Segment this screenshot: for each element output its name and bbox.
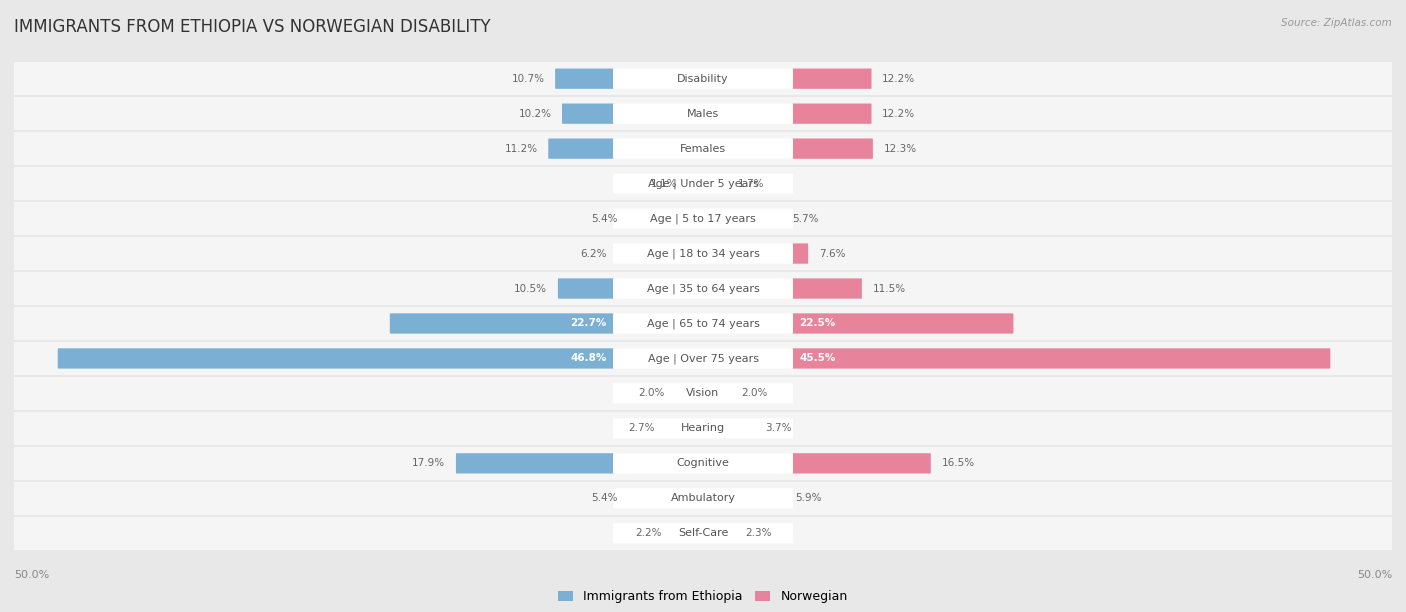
- Text: 2.2%: 2.2%: [636, 528, 662, 539]
- Text: Females: Females: [681, 144, 725, 154]
- FancyBboxPatch shape: [14, 307, 1392, 340]
- FancyBboxPatch shape: [14, 167, 1392, 200]
- Text: Age | 35 to 64 years: Age | 35 to 64 years: [647, 283, 759, 294]
- Text: 50.0%: 50.0%: [14, 570, 49, 580]
- Text: Vision: Vision: [686, 389, 720, 398]
- FancyBboxPatch shape: [14, 62, 1392, 95]
- Text: Ambulatory: Ambulatory: [671, 493, 735, 503]
- Text: 5.4%: 5.4%: [591, 214, 617, 223]
- Text: Age | Under 5 years: Age | Under 5 years: [648, 178, 758, 189]
- Text: 45.5%: 45.5%: [800, 354, 835, 364]
- FancyBboxPatch shape: [14, 376, 1392, 410]
- FancyBboxPatch shape: [613, 523, 793, 543]
- FancyBboxPatch shape: [613, 138, 793, 159]
- FancyBboxPatch shape: [613, 453, 793, 474]
- Text: 2.3%: 2.3%: [745, 528, 772, 539]
- Text: 5.9%: 5.9%: [796, 493, 823, 503]
- Text: 6.2%: 6.2%: [581, 248, 606, 258]
- FancyBboxPatch shape: [14, 237, 1392, 271]
- FancyBboxPatch shape: [14, 272, 1392, 305]
- FancyBboxPatch shape: [58, 348, 614, 368]
- Text: 2.0%: 2.0%: [638, 389, 665, 398]
- Text: 7.6%: 7.6%: [818, 248, 845, 258]
- Text: IMMIGRANTS FROM ETHIOPIA VS NORWEGIAN DISABILITY: IMMIGRANTS FROM ETHIOPIA VS NORWEGIAN DI…: [14, 18, 491, 36]
- FancyBboxPatch shape: [14, 482, 1392, 515]
- Text: 50.0%: 50.0%: [1357, 570, 1392, 580]
- FancyBboxPatch shape: [14, 132, 1392, 165]
- FancyBboxPatch shape: [792, 103, 872, 124]
- FancyBboxPatch shape: [14, 447, 1392, 480]
- Text: 10.2%: 10.2%: [519, 109, 551, 119]
- FancyBboxPatch shape: [14, 341, 1392, 375]
- Text: 5.4%: 5.4%: [591, 493, 617, 503]
- FancyBboxPatch shape: [613, 103, 793, 124]
- Text: 2.7%: 2.7%: [628, 424, 655, 433]
- Text: 12.2%: 12.2%: [882, 109, 915, 119]
- Text: 12.2%: 12.2%: [882, 73, 915, 84]
- FancyBboxPatch shape: [548, 138, 614, 159]
- FancyBboxPatch shape: [14, 202, 1392, 236]
- Text: 11.5%: 11.5%: [873, 283, 905, 294]
- FancyBboxPatch shape: [555, 69, 614, 89]
- Text: 22.5%: 22.5%: [800, 318, 835, 329]
- Legend: Immigrants from Ethiopia, Norwegian: Immigrants from Ethiopia, Norwegian: [558, 591, 848, 603]
- Text: 2.0%: 2.0%: [741, 389, 768, 398]
- Text: Males: Males: [688, 109, 718, 119]
- Text: 10.5%: 10.5%: [515, 283, 547, 294]
- FancyBboxPatch shape: [389, 313, 614, 334]
- Text: Source: ZipAtlas.com: Source: ZipAtlas.com: [1281, 18, 1392, 28]
- Text: Age | 65 to 74 years: Age | 65 to 74 years: [647, 318, 759, 329]
- FancyBboxPatch shape: [14, 412, 1392, 445]
- FancyBboxPatch shape: [792, 313, 1014, 334]
- FancyBboxPatch shape: [613, 418, 793, 439]
- FancyBboxPatch shape: [792, 278, 862, 299]
- FancyBboxPatch shape: [792, 244, 808, 264]
- FancyBboxPatch shape: [613, 488, 793, 509]
- FancyBboxPatch shape: [613, 313, 793, 334]
- Text: Cognitive: Cognitive: [676, 458, 730, 468]
- FancyBboxPatch shape: [792, 69, 872, 89]
- Text: 12.3%: 12.3%: [883, 144, 917, 154]
- Text: Age | 5 to 17 years: Age | 5 to 17 years: [650, 214, 756, 224]
- FancyBboxPatch shape: [613, 348, 793, 368]
- Text: 10.7%: 10.7%: [512, 73, 544, 84]
- FancyBboxPatch shape: [613, 69, 793, 89]
- Text: 22.7%: 22.7%: [571, 318, 606, 329]
- FancyBboxPatch shape: [613, 209, 793, 229]
- Text: Hearing: Hearing: [681, 424, 725, 433]
- FancyBboxPatch shape: [613, 244, 793, 264]
- FancyBboxPatch shape: [14, 517, 1392, 550]
- Text: 11.2%: 11.2%: [505, 144, 537, 154]
- Text: 17.9%: 17.9%: [412, 458, 446, 468]
- Text: Age | 18 to 34 years: Age | 18 to 34 years: [647, 248, 759, 259]
- Text: 5.7%: 5.7%: [793, 214, 820, 223]
- FancyBboxPatch shape: [562, 103, 614, 124]
- Text: Disability: Disability: [678, 73, 728, 84]
- Text: 3.7%: 3.7%: [765, 424, 792, 433]
- Text: 1.7%: 1.7%: [738, 179, 763, 188]
- Text: Self-Care: Self-Care: [678, 528, 728, 539]
- Text: 16.5%: 16.5%: [942, 458, 974, 468]
- Text: 46.8%: 46.8%: [571, 354, 606, 364]
- FancyBboxPatch shape: [558, 278, 614, 299]
- FancyBboxPatch shape: [792, 453, 931, 474]
- Text: Age | Over 75 years: Age | Over 75 years: [648, 353, 758, 364]
- FancyBboxPatch shape: [792, 138, 873, 159]
- Text: 1.1%: 1.1%: [651, 179, 676, 188]
- FancyBboxPatch shape: [613, 278, 793, 299]
- FancyBboxPatch shape: [613, 383, 793, 403]
- FancyBboxPatch shape: [456, 453, 614, 474]
- FancyBboxPatch shape: [613, 173, 793, 194]
- FancyBboxPatch shape: [14, 97, 1392, 130]
- FancyBboxPatch shape: [792, 348, 1330, 368]
